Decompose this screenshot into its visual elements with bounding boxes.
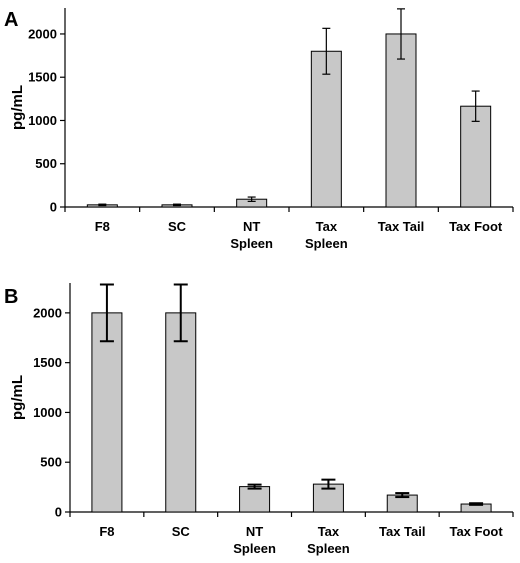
x-category-label: Tax	[318, 524, 340, 539]
x-category-label: Spleen	[307, 541, 350, 556]
bar	[165, 312, 197, 513]
x-category-label: Tax Foot	[449, 524, 503, 539]
x-category-label: NT	[243, 219, 260, 234]
y-tick-label: 500	[35, 156, 57, 171]
y-tick-label: 0	[50, 200, 57, 215]
y-axis-label: pg/mL	[9, 85, 26, 130]
x-category-label: Tax Tail	[378, 219, 424, 234]
y-axis-label: pg/mL	[9, 375, 26, 420]
x-category-label: NT	[246, 524, 263, 539]
y-tick-label: 2000	[28, 26, 57, 41]
x-category-label: F8	[99, 524, 114, 539]
x-category-label: Spleen	[233, 541, 276, 556]
panel-letter: A	[4, 9, 18, 31]
x-category-label: Tax	[316, 219, 338, 234]
panel-letter: B	[4, 286, 18, 308]
x-category-label: Tax Tail	[379, 524, 425, 539]
x-category-label: SC	[168, 219, 187, 234]
y-tick-label: 2000	[33, 305, 62, 320]
bar	[385, 33, 417, 208]
x-category-label: F8	[95, 219, 110, 234]
bar	[310, 50, 342, 208]
y-tick-label: 500	[40, 455, 62, 470]
y-tick-label: 1000	[28, 113, 57, 128]
y-tick-label: 0	[55, 505, 62, 520]
y-tick-label: 1000	[33, 405, 62, 420]
chart-panel-b: Bpg/mL 0 500 1000 1500 2000 F8 SC NT Spleen Tax Spl…	[4, 283, 514, 556]
x-category-label: SC	[172, 524, 191, 539]
y-tick-label: 1500	[28, 70, 57, 85]
x-category-label: Spleen	[305, 236, 348, 251]
bar	[460, 105, 492, 208]
bar	[91, 312, 123, 513]
chart-panel-a: Apg/mL 0 500 1000 1500 2000 F8 SC NT Spleen Tax Spl…	[4, 8, 514, 251]
x-category-label: Tax Foot	[449, 219, 503, 234]
bar	[239, 486, 271, 513]
y-tick-label: 1500	[33, 355, 62, 370]
x-category-label: Spleen	[230, 236, 273, 251]
